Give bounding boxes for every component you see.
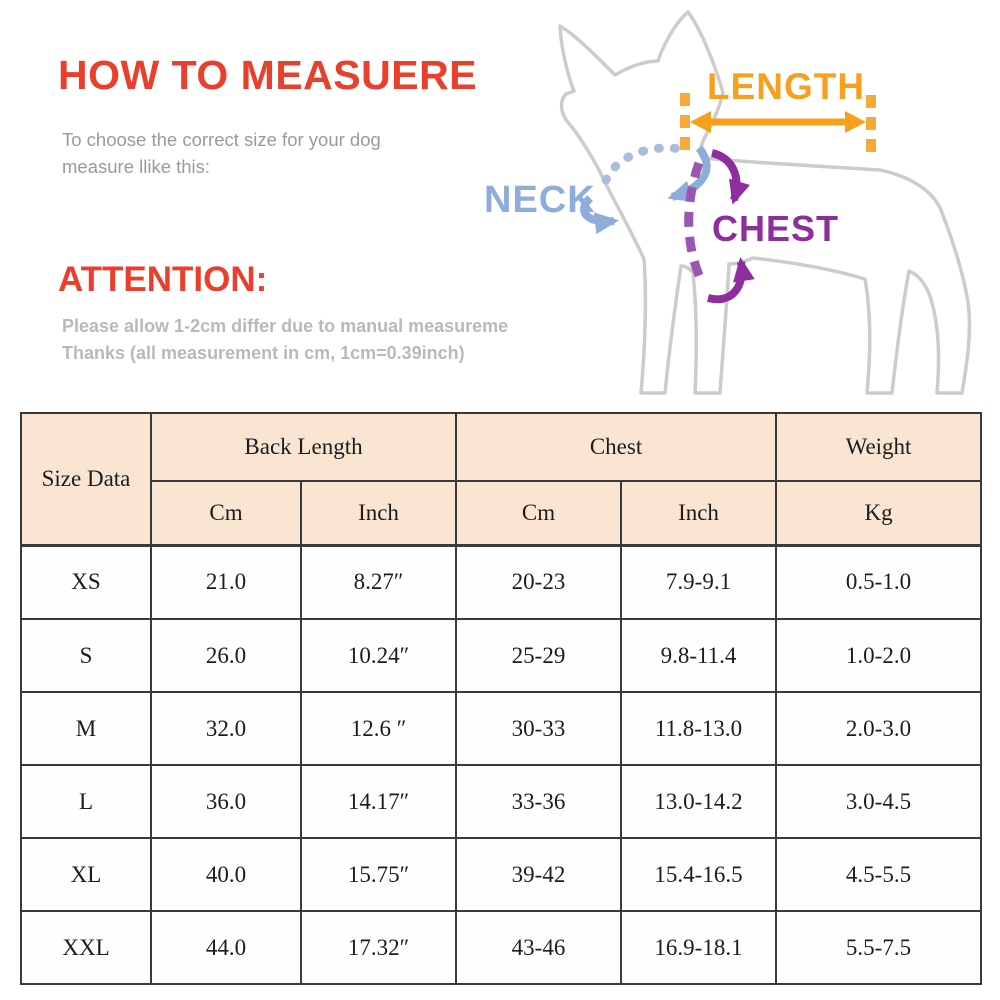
corner-label: Size Data [41, 465, 131, 491]
back-cm-cell: 26.0 [150, 618, 302, 694]
size-cell: L [20, 764, 152, 840]
back-cm-cell: 36.0 [150, 764, 302, 840]
subheader-back-cm: Cm [150, 480, 302, 546]
size-cell: S [20, 618, 152, 694]
subheader-chest-cm: Cm [455, 480, 622, 546]
group-header-weight: Weight [775, 412, 983, 482]
attention-title: ATTENTION: [58, 260, 268, 299]
subheader-back-inch: Inch [300, 480, 457, 546]
back-cm-cell: 40.0 [150, 837, 302, 912]
weight-kg-cell: 1.0-2.0 [775, 618, 983, 694]
back-cm-cell: 44.0 [150, 910, 302, 985]
back-inch-cell: 12.6 ″ [300, 691, 457, 767]
weight-kg-cell: 3.0-4.5 [775, 764, 983, 840]
neck-arrow-small-icon [580, 195, 619, 235]
table-row: XS 21.0 8.27″ 20-23 7.9-9.1 0.5-1.0 [20, 543, 983, 621]
back-inch-cell: 15.75″ [300, 837, 457, 912]
size-cell: XL [20, 837, 152, 912]
table-row: XXL 44.0 17.32″ 43-46 16.9-18.1 5.5-7.5 [20, 910, 983, 985]
subtitle-line-1: To choose the correct size for your dog [62, 129, 381, 150]
back-inch-cell: 17.32″ [300, 910, 457, 985]
chest-cm-cell: 39-42 [455, 837, 622, 912]
chest-arrow-bottom-icon [706, 257, 755, 304]
table-row: S 26.0 10.24″ 25-29 9.8-11.4 1.0-2.0 [20, 618, 983, 694]
chest-label: CHEST [712, 208, 840, 249]
size-cell: XS [20, 543, 152, 621]
dog-measure-diagram [558, 10, 972, 395]
chest-cm-cell: 43-46 [455, 910, 622, 985]
back-cm-cell: 21.0 [150, 543, 302, 621]
subheader-chest-inch: Inch [619, 480, 778, 546]
back-inch-cell: 14.17″ [300, 764, 457, 840]
weight-kg-cell: 0.5-1.0 [775, 543, 983, 621]
length-arrowhead-left-icon [690, 111, 711, 133]
chest-inch-cell: 9.8-11.4 [619, 618, 778, 694]
chest-cm-cell: 20-23 [455, 543, 622, 621]
back-inch-cell: 10.24″ [300, 618, 457, 694]
chest-cm-cell: 30-33 [455, 691, 622, 767]
subheader-weight-kg: Kg [775, 480, 983, 546]
attention-line-2: Thanks (all measurement in cm, 1cm=0.39i… [62, 342, 465, 363]
chest-inch-cell: 7.9-9.1 [619, 543, 778, 621]
neck-dotted-arc-icon [601, 143, 686, 185]
chest-inch-cell: 16.9-18.1 [619, 910, 778, 985]
chest-inch-cell: 15.4-16.5 [619, 837, 778, 912]
page-title: HOW TO MEASUERE [58, 52, 478, 98]
size-cell: M [20, 691, 152, 767]
table-row: XL 40.0 15.75″ 39-42 15.4-16.5 4.5-5.5 [20, 837, 983, 912]
weight-kg-cell: 5.5-7.5 [775, 910, 983, 985]
weight-kg-cell: 2.0-3.0 [775, 691, 983, 767]
corner-header-cell: Size Data [20, 412, 152, 546]
subtitle-line-2: measure llike this: [62, 156, 211, 177]
attention-body: Please allow 1-2cm differ due to manual … [62, 313, 528, 366]
group-header-back-length: Back Length [150, 412, 457, 482]
size-cell: XXL [20, 910, 152, 985]
size-table-header: Size Data Back Length Chest Weight Cm In… [20, 412, 983, 546]
table-row: M 32.0 12.6 ″ 30-33 11.8-13.0 2.0-3.0 [20, 691, 983, 767]
weight-kg-cell: 4.5-5.5 [775, 837, 983, 912]
group-header-chest: Chest [454, 412, 778, 482]
chest-inch-cell: 13.0-14.2 [619, 764, 778, 840]
dog-outline-icon [558, 10, 972, 395]
chest-arrow-top-icon [710, 149, 751, 205]
attention-line-1: Please allow 1-2cm differ due to manual … [62, 316, 509, 336]
size-table: Size Data Back Length Chest Weight Cm In… [20, 412, 983, 985]
table-row: L 36.0 14.17″ 33-36 13.0-14.2 3.0-4.5 [20, 764, 983, 840]
chest-inch-cell: 11.8-13.0 [619, 691, 778, 767]
neck-arrow-large-icon [667, 145, 711, 202]
chest-girth-dash-icon [684, 161, 706, 282]
subtitle: To choose the correct size for your dog … [62, 126, 482, 180]
chest-cm-cell: 25-29 [455, 618, 622, 694]
neck-label: NECK [484, 179, 596, 221]
size-table-body: XS 21.0 8.27″ 20-23 7.9-9.1 0.5-1.0 S 26.0 10.24… [20, 543, 983, 985]
chest-cm-cell: 33-36 [455, 764, 622, 840]
back-cm-cell: 32.0 [150, 691, 302, 767]
back-inch-cell: 8.27″ [300, 543, 457, 621]
length-label: LENGTH [707, 66, 866, 107]
length-arrowhead-right-icon [845, 111, 866, 133]
